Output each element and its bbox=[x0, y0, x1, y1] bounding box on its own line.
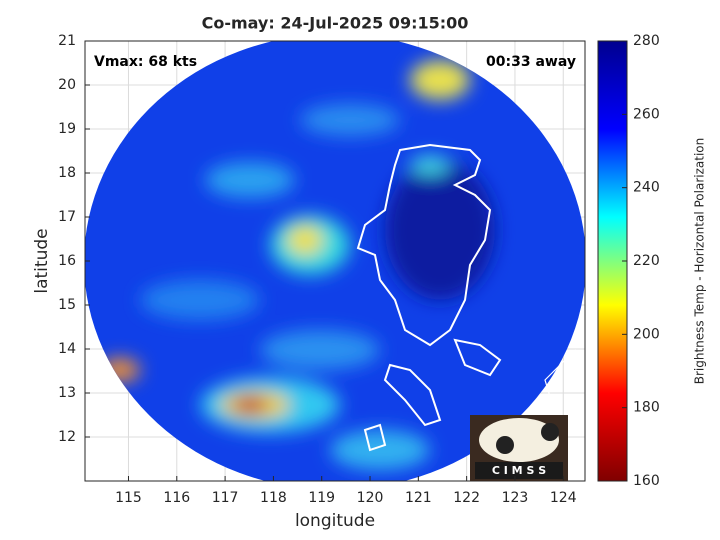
x-tick-label: 116 bbox=[163, 490, 190, 506]
colorbar-tick-label: 180 bbox=[633, 400, 660, 416]
colorbar-tick-label: 200 bbox=[633, 326, 660, 342]
y-tick-label: 16 bbox=[58, 253, 76, 269]
y-tick-label: 19 bbox=[58, 121, 76, 137]
vmax-annotation: Vmax: 68 kts bbox=[94, 54, 197, 70]
colorbar-tick-label: 160 bbox=[633, 473, 660, 489]
colorbar-tick-label: 280 bbox=[633, 33, 660, 49]
x-tick-label: 117 bbox=[212, 490, 239, 506]
x-tick-label: 121 bbox=[405, 490, 432, 506]
y-tick-label: 12 bbox=[58, 429, 76, 445]
y-tick-label: 20 bbox=[58, 77, 76, 93]
logo-text: C I M S S bbox=[492, 464, 546, 477]
colorbar-tick-label: 240 bbox=[633, 180, 660, 196]
y-tick-label: 13 bbox=[58, 385, 76, 401]
y-tick-label: 17 bbox=[58, 209, 76, 225]
x-tick-label: 124 bbox=[550, 490, 577, 506]
y-tick-label: 14 bbox=[58, 341, 76, 357]
logo: C I M S S bbox=[470, 415, 568, 481]
x-tick-label: 118 bbox=[260, 490, 287, 506]
colorbar-tick-label: 220 bbox=[633, 253, 660, 269]
y-tick-label: 18 bbox=[58, 165, 76, 181]
x-axis-label: longitude bbox=[295, 511, 375, 531]
time-annotation: 00:33 away bbox=[486, 54, 576, 70]
colorbar-tick-label: 260 bbox=[633, 106, 660, 122]
colorbar-label: Brightness Temp - Horizontal Polarizatio… bbox=[693, 138, 707, 385]
x-tick-label: 123 bbox=[502, 490, 529, 506]
y-tick-label: 15 bbox=[58, 297, 76, 313]
title: Co-may: 24-Jul-2025 09:15:00 bbox=[202, 14, 469, 33]
x-tick-label: 115 bbox=[115, 490, 142, 506]
x-tick-label: 122 bbox=[453, 490, 480, 506]
y-tick-label: 21 bbox=[58, 33, 76, 49]
imagery bbox=[85, 41, 585, 481]
y-axis-label: latitude bbox=[32, 228, 52, 293]
x-tick-label: 119 bbox=[308, 490, 335, 506]
x-tick-label: 120 bbox=[357, 490, 384, 506]
